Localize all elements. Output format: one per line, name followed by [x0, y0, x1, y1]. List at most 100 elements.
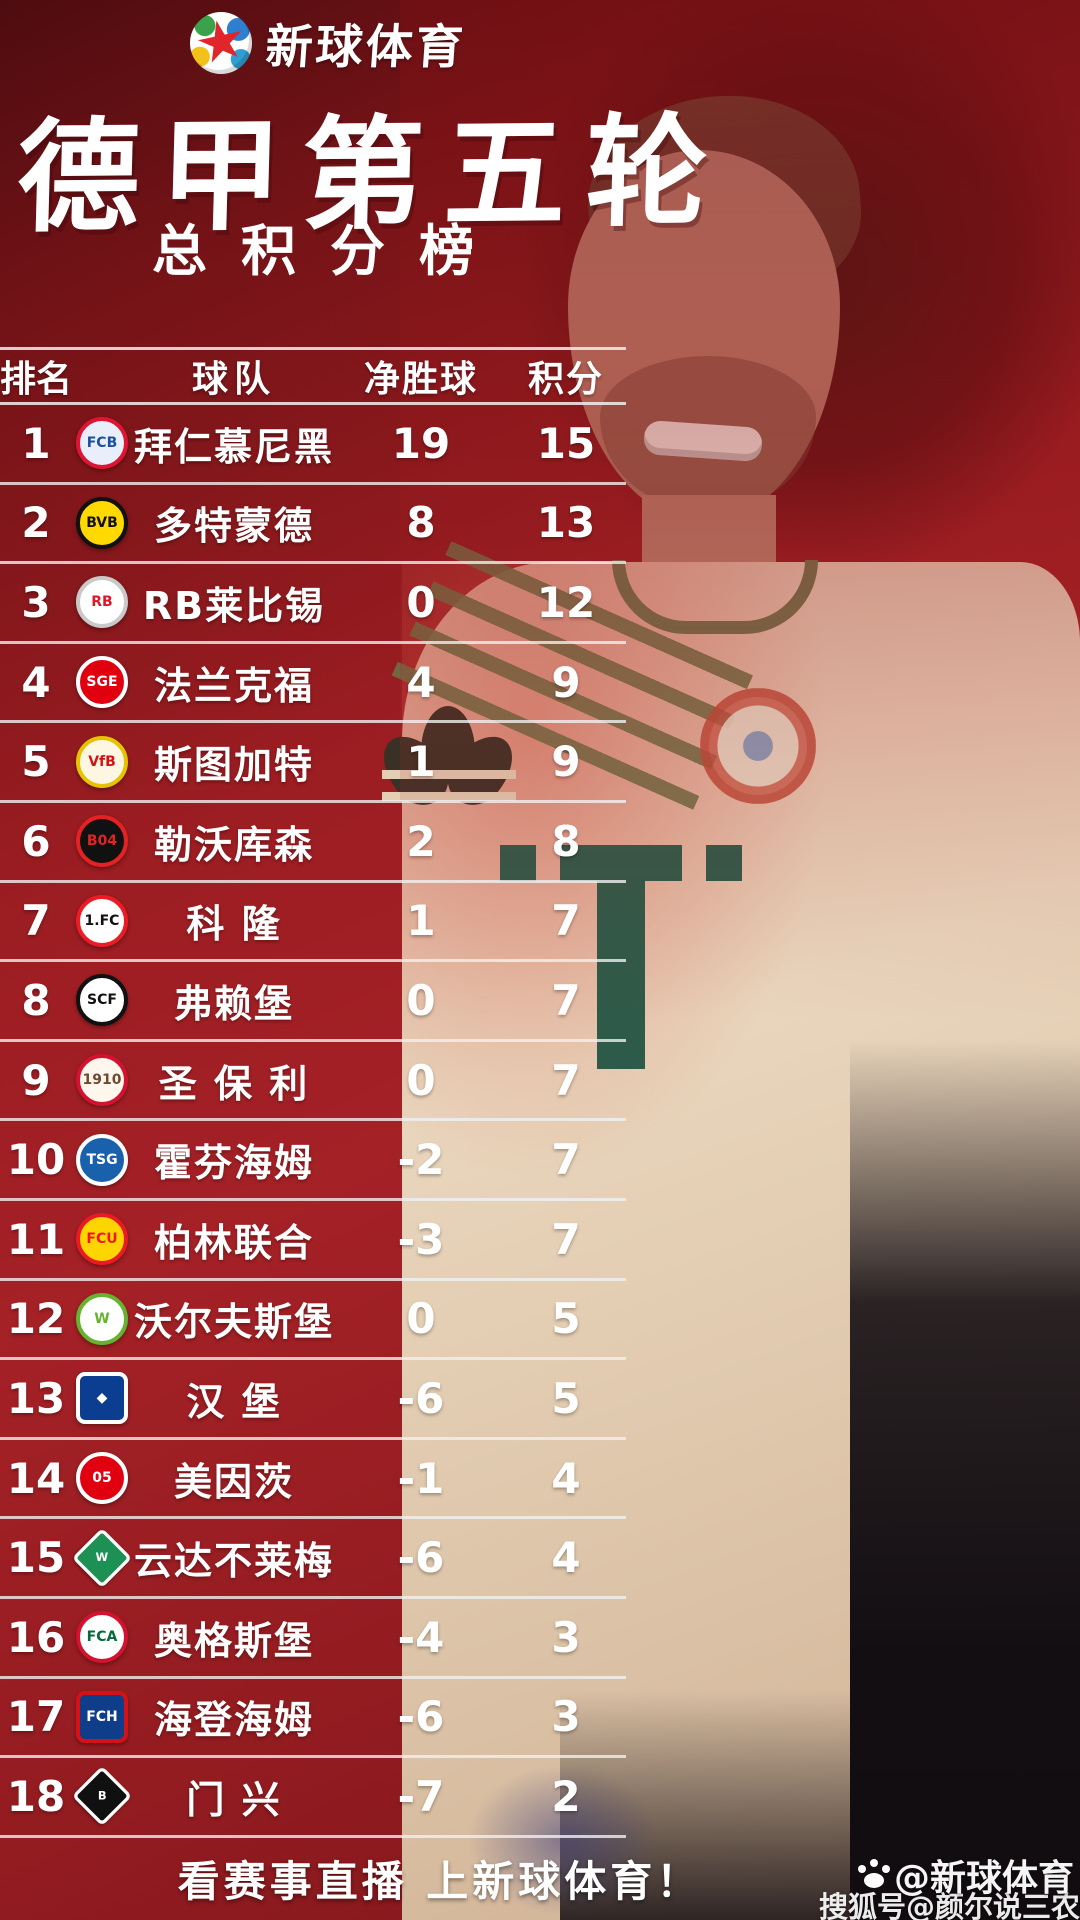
rank-cell: 1 — [21, 418, 51, 468]
table-row: 10 TSG 霍芬海姆 -2 7 — [0, 1121, 626, 1201]
rank-cell: 16 — [6, 1612, 66, 1662]
points-cell: 7 — [551, 975, 581, 1025]
goal-diff-cell: 0 — [406, 975, 436, 1025]
team-name-cell: 海登海姆 — [153, 1698, 314, 1743]
rank-cell: 18 — [6, 1771, 66, 1821]
rank-cell: 10 — [6, 1135, 66, 1185]
table-row: 18 B 门 兴 -7 2 — [0, 1758, 626, 1838]
table-row: 8 SCF 弗赖堡 0 7 — [0, 962, 626, 1042]
red-tint-overlay — [400, 0, 1080, 1200]
goal-diff-cell: -7 — [397, 1771, 445, 1821]
team-badge-label: W — [94, 1310, 110, 1327]
brand-name: 新球体育 — [263, 20, 468, 75]
rank-cell: 7 — [21, 896, 51, 946]
table-row: 1 FCB 拜仁慕尼黑 19 15 — [0, 405, 626, 485]
team-name-cell: 圣 保 利 — [158, 1061, 310, 1106]
points-cell: 3 — [551, 1612, 581, 1662]
table-row: 5 VfB 斯图加特 1 9 — [0, 723, 626, 803]
team-name-cell: 多特蒙德 — [153, 504, 314, 549]
rank-cell: 2 — [21, 498, 51, 548]
goal-diff-cell: 4 — [406, 657, 436, 707]
team-badge-icon: W — [71, 1527, 133, 1588]
team-badge-icon: BVB — [76, 496, 128, 549]
goal-diff-cell: 0 — [406, 577, 436, 627]
footer-slogan: 看赛事直播 上新球体育！ — [177, 1857, 703, 1906]
team-name-cell: 科 隆 — [186, 902, 282, 947]
team-badge-icon: SCF — [76, 974, 128, 1027]
team-badge-icon: 05 — [76, 1452, 128, 1505]
team-badge-label: RB — [91, 594, 113, 611]
team-badge-label: BVB — [86, 514, 118, 531]
points-cell: 7 — [551, 1214, 581, 1264]
goal-diff-cell: 0 — [406, 1055, 436, 1105]
page-subtitle: 总积分榜 — [152, 219, 509, 283]
table-row: 15 W 云达不莱梅 -6 4 — [0, 1519, 626, 1599]
team-badge-icon: RB — [76, 576, 128, 629]
points-cell: 9 — [551, 657, 581, 707]
table-row: 4 SGE 法兰克福 4 9 — [0, 644, 626, 724]
team-badge-label: VfB — [88, 753, 116, 770]
team-badge-icon: FCH — [76, 1690, 128, 1743]
points-cell: 7 — [551, 896, 581, 946]
table-body: 1 FCB 拜仁慕尼黑 19 15 2 BVB 多特蒙德 8 13 3 RB R… — [0, 405, 626, 1838]
team-badge-label: ◆ — [96, 1390, 108, 1407]
points-cell: 4 — [551, 1453, 581, 1503]
table-row: 6 B04 勒沃库森 2 8 — [0, 803, 626, 883]
team-badge-icon: B04 — [76, 815, 128, 868]
goal-diff-cell: 19 — [391, 418, 451, 468]
team-badge-label: FCH — [86, 1708, 118, 1725]
table-row: 12 W 沃尔夫斯堡 0 5 — [0, 1281, 626, 1361]
team-name-cell: 云达不莱梅 — [133, 1539, 334, 1584]
rank-cell: 17 — [6, 1692, 66, 1742]
goal-diff-cell: 1 — [406, 737, 436, 787]
rank-cell: 5 — [21, 737, 51, 787]
points-cell: 9 — [551, 737, 581, 787]
team-badge-icon: 1910 — [76, 1054, 128, 1107]
team-badge-icon: B — [71, 1766, 133, 1827]
star-icon — [194, 15, 248, 68]
team-badge-label: FCA — [86, 1629, 118, 1646]
team-name-cell: 沃尔夫斯堡 — [133, 1300, 334, 1345]
table-row: 13 ◆ 汉 堡 -6 5 — [0, 1360, 626, 1440]
team-badge-icon: FCB — [76, 417, 128, 470]
team-badge-icon: FCU — [76, 1213, 128, 1266]
team-badge-label: FCB — [86, 435, 118, 452]
rank-cell: 4 — [21, 657, 51, 707]
team-badge-icon: TSG — [76, 1133, 128, 1186]
rank-cell: 6 — [21, 816, 51, 866]
table-row: 14 05 美因茨 -1 4 — [0, 1440, 626, 1520]
team-badge-icon: W — [76, 1292, 128, 1345]
team-badge-icon: SGE — [76, 656, 128, 709]
table-row: 11 FCU 柏林联合 -3 7 — [0, 1201, 626, 1281]
rank-cell: 12 — [6, 1294, 66, 1344]
goal-diff-cell: 8 — [406, 498, 436, 548]
points-cell: 8 — [551, 816, 581, 866]
team-badge-icon: ◆ — [76, 1372, 128, 1425]
header-rank-label: 排名 — [0, 359, 73, 400]
team-badge-label: FCU — [86, 1231, 118, 1248]
soccer-ball-icon — [190, 11, 252, 74]
paw-icon — [856, 1859, 892, 1891]
points-cell: 7 — [551, 1135, 581, 1185]
header-points-label: 积分 — [527, 359, 604, 400]
goal-diff-cell: -2 — [397, 1135, 445, 1185]
goal-diff-cell: -6 — [397, 1373, 445, 1423]
table-row: 2 BVB 多特蒙德 8 13 — [0, 485, 626, 565]
goal-diff-cell: 1 — [406, 896, 436, 946]
team-name-cell: 霍芬海姆 — [153, 1141, 314, 1186]
points-cell: 15 — [536, 418, 596, 468]
sohu-watermark: 搜狐号@颜尔说三农 — [818, 1890, 1080, 1920]
rank-cell: 15 — [6, 1533, 66, 1583]
team-name-cell: 拜仁慕尼黑 — [133, 424, 334, 469]
table-row: 17 FCH 海登海姆 -6 3 — [0, 1679, 626, 1759]
goal-diff-cell: -6 — [397, 1533, 445, 1583]
table-row: 16 FCA 奥格斯堡 -4 3 — [0, 1599, 626, 1679]
team-name-cell: 奥格斯堡 — [153, 1618, 314, 1663]
blue-smudge — [468, 1765, 658, 1915]
goal-diff-cell: -1 — [397, 1453, 445, 1503]
team-name-cell: RB莱比锡 — [142, 583, 326, 628]
team-name-cell: 法兰克福 — [153, 663, 314, 708]
team-name-cell: 勒沃库森 — [153, 822, 314, 867]
team-badge-label: TSG — [86, 1151, 118, 1168]
